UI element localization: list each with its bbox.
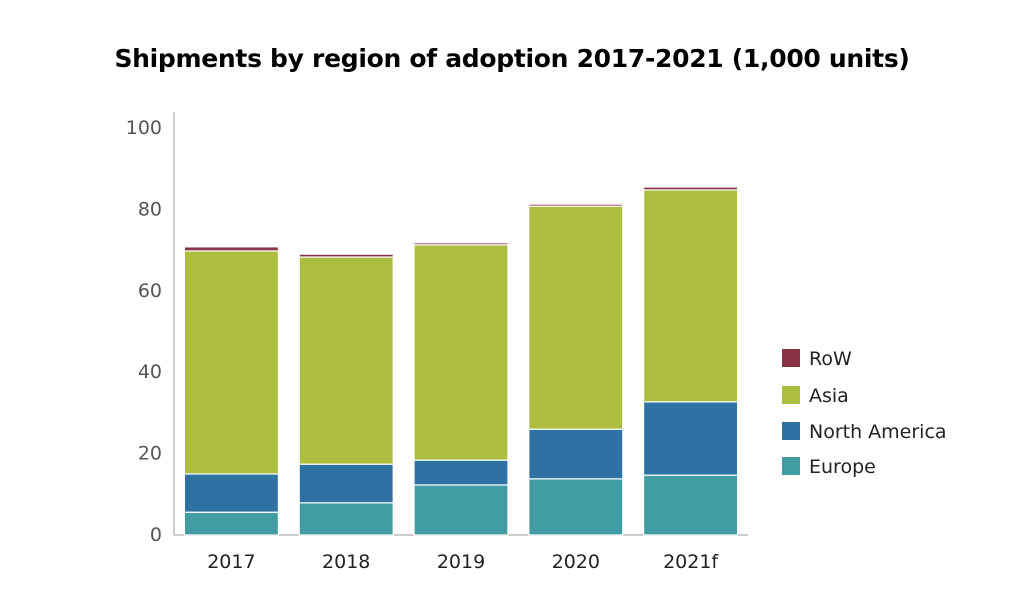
x-tick-label: 2020 bbox=[552, 551, 600, 573]
bar-segment-north-america bbox=[528, 428, 624, 480]
legend-swatch bbox=[782, 457, 800, 475]
y-tick-label: 40 bbox=[138, 361, 162, 383]
bar-segment-row bbox=[298, 253, 394, 258]
legend-label: Europe bbox=[809, 456, 876, 478]
bar-segment-row bbox=[413, 242, 509, 246]
legend-swatch bbox=[782, 422, 800, 440]
bar-segment-europe bbox=[298, 502, 394, 536]
legend-swatch bbox=[782, 349, 800, 367]
bar-segment-north-america bbox=[298, 463, 394, 504]
y-tick-label: 0 bbox=[150, 524, 162, 546]
bar-segment-asia bbox=[413, 244, 509, 461]
x-tick-label: 2017 bbox=[207, 551, 255, 573]
bar-segment-north-america bbox=[642, 401, 739, 476]
x-tick-label: 2018 bbox=[322, 551, 370, 573]
y-tick-label: 60 bbox=[138, 280, 162, 302]
bar-segment-asia bbox=[298, 256, 394, 465]
bar-segment-asia bbox=[183, 250, 279, 475]
bar-segment-row bbox=[642, 186, 739, 191]
legend-label: RoW bbox=[809, 348, 852, 370]
bar-segment-north-america bbox=[413, 459, 509, 486]
bar-segment-europe bbox=[642, 474, 739, 536]
y-tick-label: 100 bbox=[126, 117, 162, 139]
bar-segment-asia bbox=[528, 205, 624, 430]
legend-swatch bbox=[782, 386, 800, 404]
bar-segment-europe bbox=[413, 484, 509, 536]
chart-title: Shipments by region of adoption 2017-202… bbox=[114, 44, 910, 73]
bar-segment-row bbox=[528, 203, 624, 207]
legend-label: North America bbox=[809, 421, 947, 443]
x-tick-label: 2021f bbox=[663, 551, 719, 573]
y-tick-label: 80 bbox=[138, 198, 162, 220]
bar-segment-europe bbox=[528, 478, 624, 536]
bar-segment-row bbox=[183, 246, 279, 252]
y-tick-label: 20 bbox=[138, 443, 162, 465]
legend-label: Asia bbox=[809, 385, 849, 407]
bar-segment-asia bbox=[642, 189, 739, 403]
x-tick-label: 2019 bbox=[437, 551, 485, 573]
bar-segment-europe bbox=[183, 511, 279, 536]
bar-segment-north-america bbox=[183, 473, 279, 513]
